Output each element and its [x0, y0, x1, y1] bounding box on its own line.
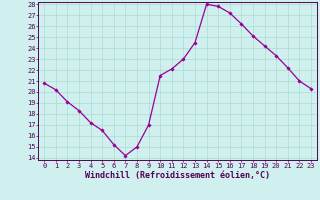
X-axis label: Windchill (Refroidissement éolien,°C): Windchill (Refroidissement éolien,°C)	[85, 171, 270, 180]
